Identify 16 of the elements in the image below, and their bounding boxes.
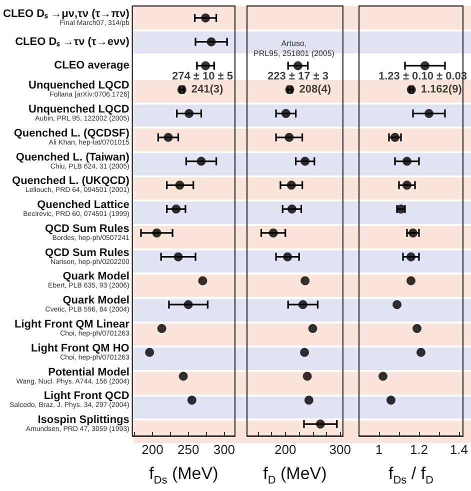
data-label: 223 ± 17 ± 3 bbox=[267, 70, 328, 83]
y-tick-label: CLEO Dₛ →τν (τ→eνν) bbox=[15, 36, 130, 48]
data-label: 1.162(9) bbox=[420, 84, 462, 96]
y-tick-label: CLEO average bbox=[54, 60, 130, 72]
data-label: 241(3) bbox=[191, 84, 224, 96]
annotation: Artuso, PRL95, 251801 (2005) bbox=[253, 39, 335, 58]
x-tick-label: 300 bbox=[213, 442, 236, 457]
x-tick-label: 1 bbox=[375, 442, 383, 457]
data-label: 208(4) bbox=[299, 84, 332, 96]
data-label: 274 ± 10 ± 5 bbox=[172, 70, 234, 83]
x-tick-label: 250 bbox=[177, 442, 200, 457]
x-tick-label: 1.2 bbox=[410, 442, 428, 457]
x-tick-label: 200 bbox=[274, 442, 296, 457]
x-tick-label: 200 bbox=[142, 442, 164, 457]
x-tick-label: 1.4 bbox=[450, 442, 468, 457]
x-tick-label: 300 bbox=[329, 442, 352, 457]
